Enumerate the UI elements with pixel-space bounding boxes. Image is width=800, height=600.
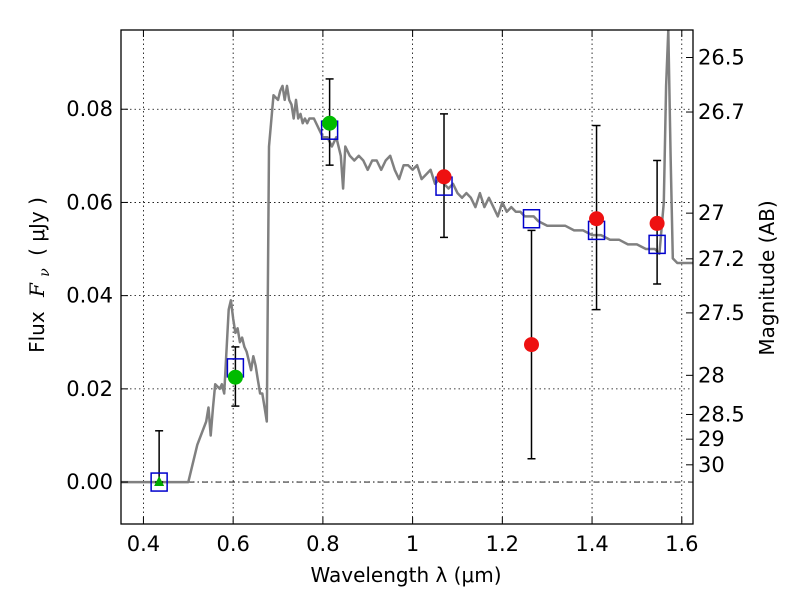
y-axis-label-prefix: Flux: [25, 311, 49, 353]
x-tick-label: 1.6: [665, 532, 698, 556]
mag-tick-label: 28.5: [698, 402, 745, 426]
y-tick-label: 0.00: [66, 470, 113, 494]
y-tick-label: 0.08: [66, 97, 113, 121]
x-tick-label: 0.6: [216, 532, 249, 556]
observed-red-point: [436, 169, 452, 185]
mag-tick-label: 26.5: [698, 45, 745, 69]
mag-tick-label: 26.7: [698, 100, 745, 124]
observed-green-point: [322, 115, 338, 131]
mag-tick-label: 27: [698, 201, 725, 225]
upper-limit-triangle: [154, 476, 165, 487]
model-photometry-square: [150, 472, 168, 492]
mag-tick-label: 30: [698, 453, 725, 477]
y-axis-label: Flux F ν ( μJy ): [25, 197, 54, 353]
x-tick-label: 1.4: [575, 532, 608, 556]
y-axis-label-subscript: ν: [37, 268, 53, 277]
observed-red-point: [649, 215, 665, 231]
y-tick-label: 0.06: [66, 190, 113, 214]
model-spectrum-layer: [121, 30, 693, 484]
x-tick-label: 1.2: [486, 532, 519, 556]
x-tick-label: 1: [406, 532, 419, 556]
plot-frame: [120, 29, 694, 525]
right-axis-label: Magnitude (AB): [755, 200, 779, 355]
y-axis-label-unit: ( μJy ): [25, 197, 49, 256]
x-axis-label: Wavelength λ (μm): [310, 563, 501, 587]
mag-tick-label: 27.5: [698, 301, 745, 325]
x-tick-label: 0.8: [306, 532, 339, 556]
markers-layer: [150, 115, 666, 492]
y-tick-label: 0.02: [66, 377, 113, 401]
observed-green-point: [227, 369, 243, 385]
model-photometry-square: [522, 208, 541, 229]
mag-tick-label: 29: [698, 427, 725, 451]
model-photometry-square: [648, 234, 666, 255]
observed-red-point: [589, 211, 605, 227]
model-spectrum-line: [121, 30, 693, 484]
y-axis-label-symbol: F: [25, 282, 49, 298]
mag-tick-label: 27.2: [698, 247, 745, 271]
ticks-layer: [121, 30, 693, 524]
y-tick-label: 0.04: [66, 284, 113, 308]
x-tick-label: 0.4: [127, 532, 160, 556]
tick-labels-layer: 0.4 0.6 0.8 1 1.2 1.4 1.6 0.00 0.02 0.04 0.06 0.08 2…: [66, 45, 745, 556]
mag-tick-label: 28: [698, 363, 725, 387]
observed-red-point: [523, 337, 539, 353]
